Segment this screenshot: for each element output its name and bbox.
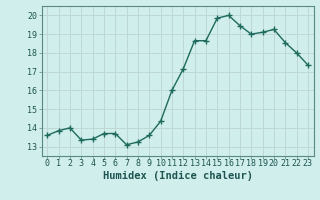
X-axis label: Humidex (Indice chaleur): Humidex (Indice chaleur) (103, 171, 252, 181)
